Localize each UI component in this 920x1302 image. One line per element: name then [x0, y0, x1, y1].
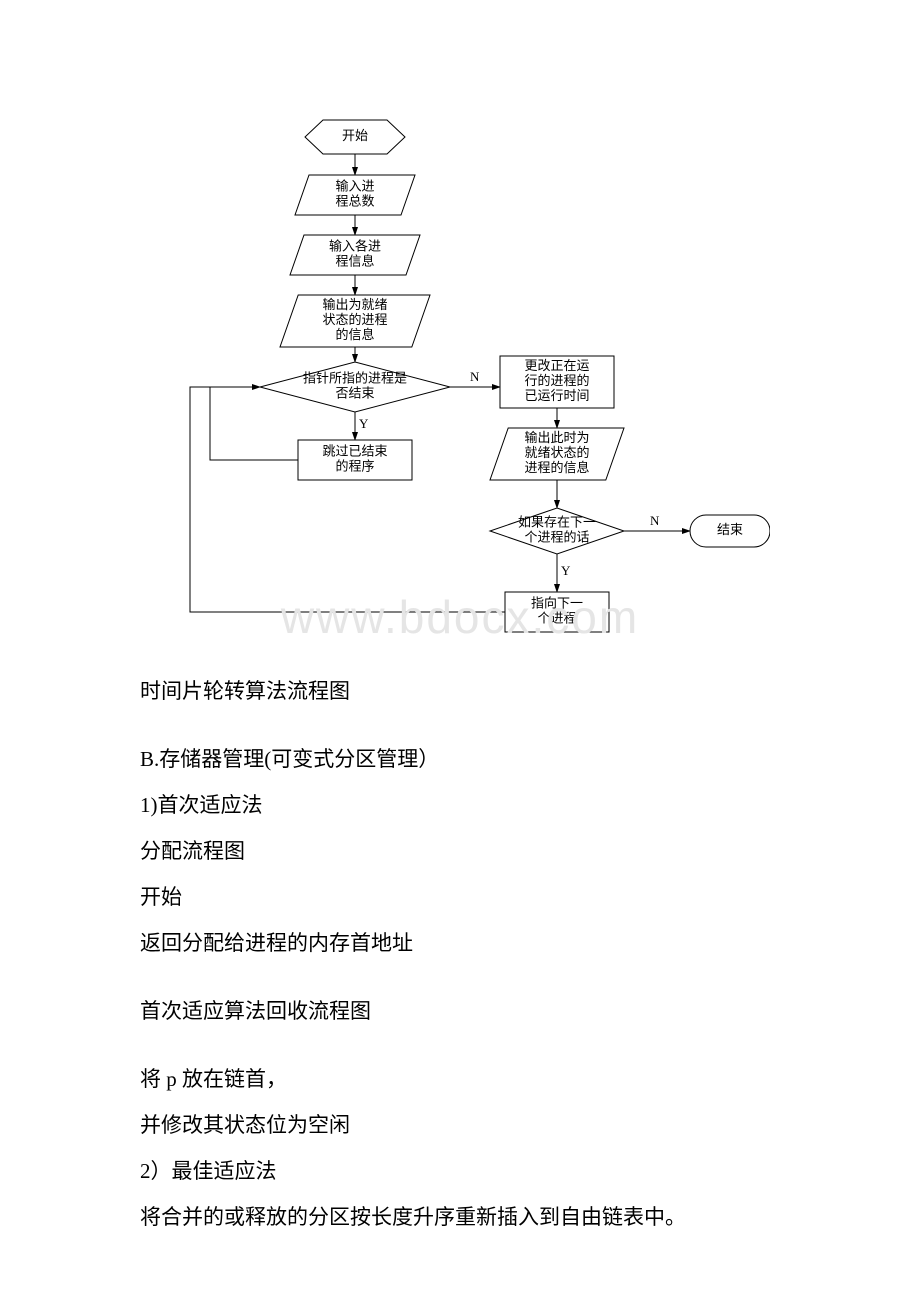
svg-text:已运行时间: 已运行时间 [524, 388, 589, 403]
b2-line: 将合并的或释放的分区按长度升序重新插入到自由链表中。 [140, 1196, 780, 1238]
svg-text:就绪状态的: 就绪状态的 [524, 445, 589, 460]
svg-text:如果存在下一: 如果存在下一 [518, 514, 596, 529]
svg-text:指向下一: 指向下一 [531, 595, 583, 610]
b2-title: 2）最佳适应法 [140, 1150, 780, 1192]
svg-text:输出此时为: 输出此时为 [524, 430, 589, 445]
flowchart-container: Y N N Y 开始输入进程总数输入各进程信息输出为就绪状态的进程的信息指针所指的进程是… [150, 95, 770, 655]
svg-text:指针所指的进程是: 指针所指的进程是 [303, 370, 407, 385]
flowchart-svg: Y N N Y 开始输入进程总数输入各进程信息输出为就绪状态的进程的信息指针所指的进程是… [150, 95, 770, 655]
svg-text:开始: 开始 [342, 128, 368, 143]
svg-text:的信息: 的信息 [335, 327, 374, 342]
svg-text:跳过已结束: 跳过已结束 [322, 443, 387, 458]
svg-text:程信息: 程信息 [335, 253, 374, 268]
svg-text:进程的信息: 进程的信息 [524, 460, 589, 475]
svg-text:N: N [470, 369, 480, 384]
b1-p1: 将 p 放在链首， [140, 1058, 780, 1100]
svg-text:N: N [650, 513, 660, 528]
flowchart-caption: 时间片轮转算法流程图 [140, 670, 780, 712]
b1-line: 返回分配给进程的内存首地址 [140, 922, 780, 964]
svg-text:输入进: 输入进 [335, 178, 374, 193]
svg-text:个进程的话: 个进程的话 [524, 529, 589, 544]
b1-sub: 分配流程图 [140, 830, 780, 872]
svg-text:Y: Y [561, 563, 571, 578]
svg-text:Y: Y [359, 416, 369, 431]
svg-text:状态的进程: 状态的进程 [322, 312, 387, 327]
svg-text:行的进程的: 行的进程的 [524, 373, 589, 388]
b1-recycle: 首次适应算法回收流程图 [140, 990, 780, 1032]
body-text: 时间片轮转算法流程图 B.存储器管理(可变式分区管理） 1)首次适应法 分配流程… [140, 670, 780, 1242]
section-b-title: B.存储器管理(可变式分区管理） [140, 738, 780, 780]
svg-text:输入各进: 输入各进 [329, 238, 381, 253]
svg-text:的程序: 的程序 [335, 458, 374, 473]
svg-text:否结束: 否结束 [335, 385, 374, 400]
b1-start: 开始 [140, 876, 780, 918]
b1-p2: 并修改其状态位为空闲 [140, 1104, 780, 1146]
svg-text:个进程: 个进程 [537, 610, 576, 625]
svg-text:输出为就绪: 输出为就绪 [322, 297, 387, 312]
page: YNNY开始输入进程总数输入各进程信息输出为就绪状态的进程的信息指针所指的进程是… [0, 0, 920, 1302]
svg-text:更改正在运: 更改正在运 [524, 358, 589, 373]
svg-text:结束: 结束 [717, 522, 743, 537]
svg-text:程总数: 程总数 [335, 193, 374, 208]
b1-title: 1)首次适应法 [140, 784, 780, 826]
